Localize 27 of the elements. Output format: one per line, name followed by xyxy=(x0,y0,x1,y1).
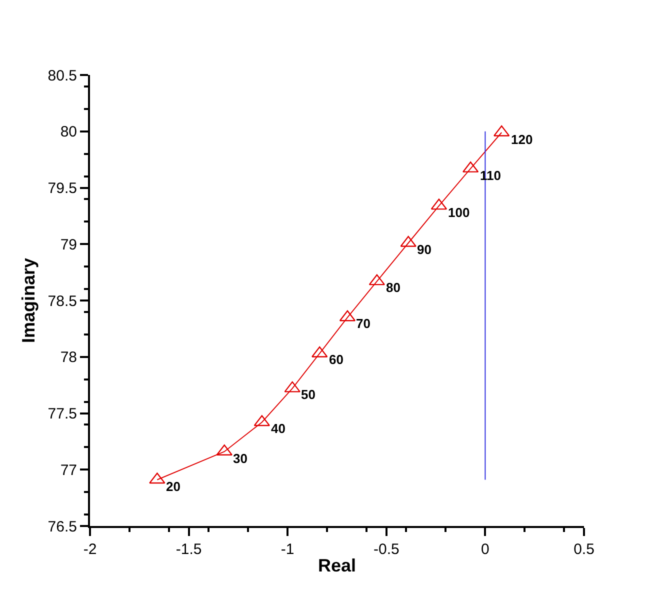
y-tick-label: 77 xyxy=(60,462,77,479)
x-tick-label: -2 xyxy=(83,541,97,558)
y-tick-label: 79.5 xyxy=(48,180,77,197)
annotation: 100 xyxy=(448,205,470,220)
x-axis-title: Real xyxy=(318,556,356,576)
annotation: 80 xyxy=(386,280,400,295)
annotation: 60 xyxy=(329,352,344,367)
y-tick-label: 80.5 xyxy=(48,67,77,84)
x-tick-label: 0 xyxy=(481,541,490,558)
y-tick-label: 80 xyxy=(60,124,77,141)
x-tick-label: -1 xyxy=(280,541,294,558)
y-tick-label: 79 xyxy=(60,236,77,254)
annotation: 90 xyxy=(417,242,432,257)
annotation: 30 xyxy=(233,451,248,466)
y-tick-label: 78.5 xyxy=(48,292,77,310)
annotation: 120 xyxy=(511,132,533,147)
x-tick-label: -0.5 xyxy=(373,541,400,558)
annotation: 20 xyxy=(166,479,180,494)
y-axis-title: Imaginary xyxy=(18,258,38,344)
annotation: 70 xyxy=(356,316,370,331)
y-tick-label: 76.5 xyxy=(48,518,77,536)
x-tick-label: 0.5 xyxy=(574,541,594,558)
y-tick-label: 78 xyxy=(60,349,77,366)
annotation: 50 xyxy=(301,387,316,402)
annotation: 40 xyxy=(271,421,286,436)
y-tick-label: 77.5 xyxy=(48,406,77,422)
x-tick-label: -1.5 xyxy=(176,541,202,558)
